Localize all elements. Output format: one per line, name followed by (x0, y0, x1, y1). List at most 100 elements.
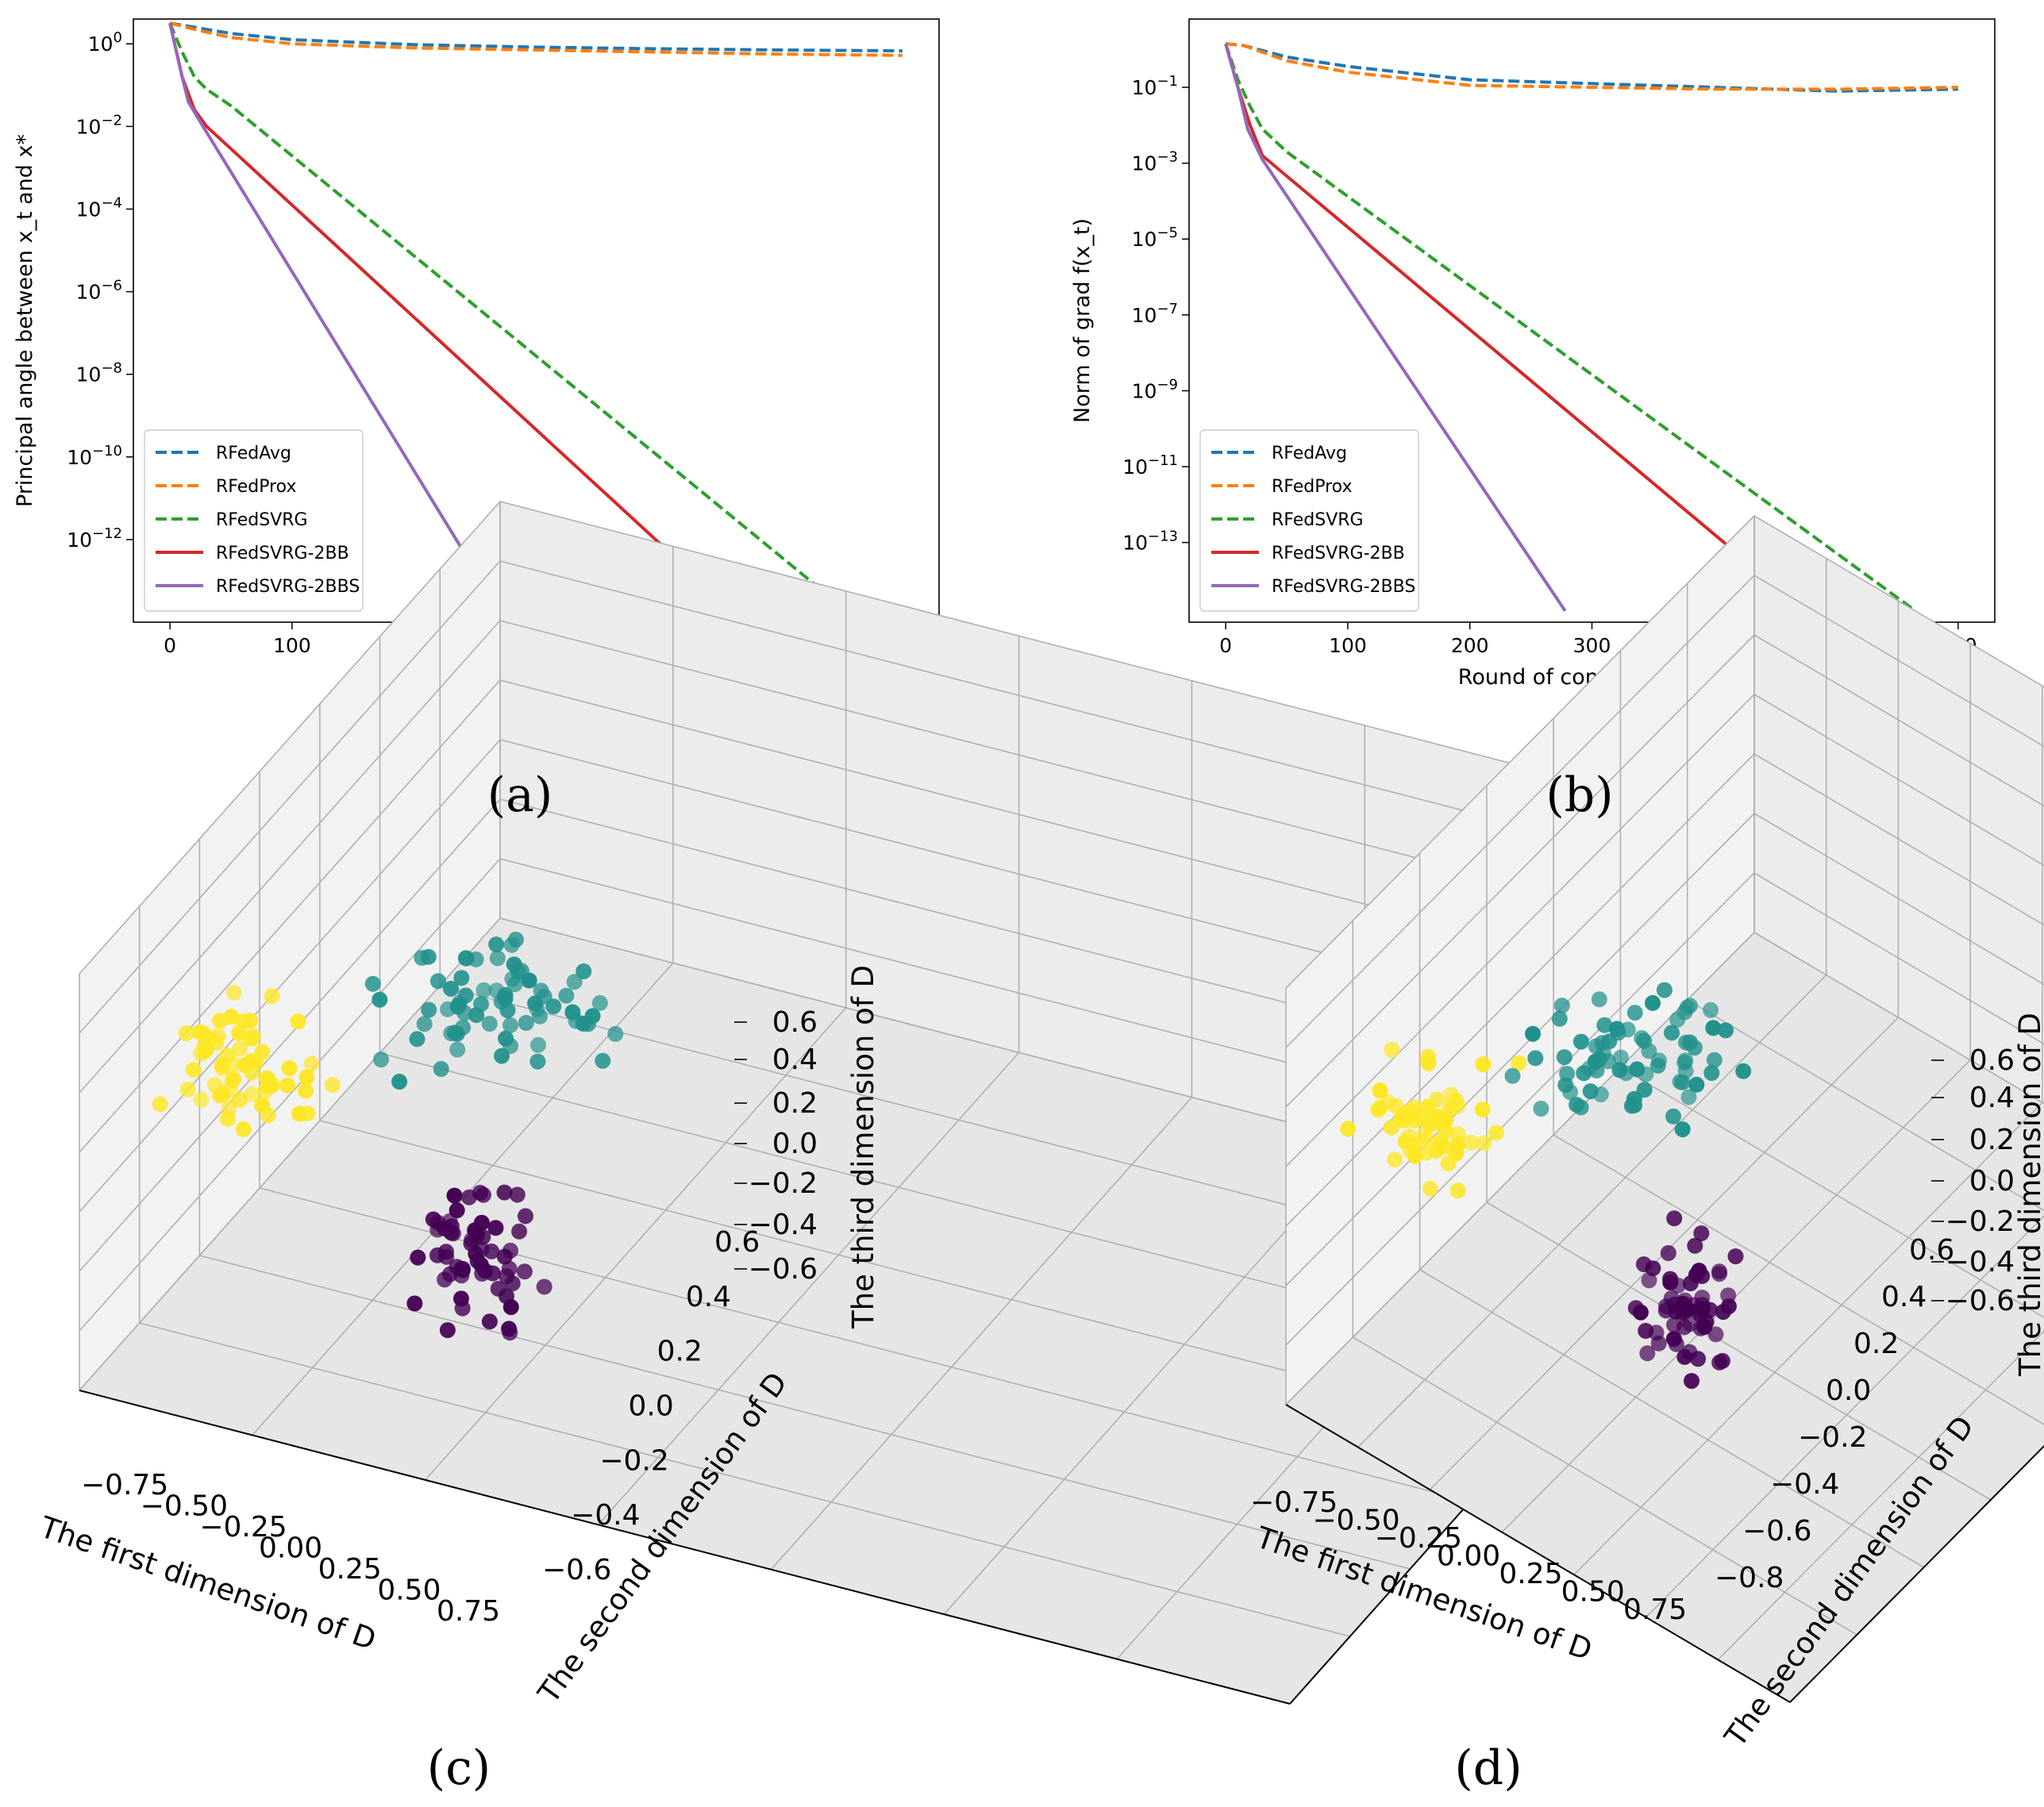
grid-line (79, 501, 1711, 975)
legend-label: RFedSVRG (1272, 510, 1364, 530)
scatter-point-purple (1694, 1290, 1711, 1306)
scatter-point-yellow (1372, 1082, 1388, 1099)
scatter-point-teal (1576, 1065, 1592, 1082)
scatter-point-purple (1714, 1352, 1730, 1369)
scatter-point-yellow (178, 1025, 194, 1042)
y-tick-label: 10−11 (1122, 452, 1178, 479)
x-tick-label: 0.50 (1561, 1576, 1625, 1609)
scatter-point-purple (439, 1322, 456, 1339)
scatter-point-teal (1618, 1065, 1634, 1082)
scatter-point-yellow (290, 1013, 306, 1030)
y-tick-label: 10−7 (1132, 301, 1178, 327)
scatter-point-teal (1525, 1025, 1541, 1042)
z-tick-label: 0.0 (1969, 1165, 2015, 1198)
x-tick-label: 0.50 (377, 1574, 441, 1607)
scatter-point-yellow (1449, 1182, 1466, 1199)
scatter-point-yellow (220, 1110, 236, 1127)
y-tick-label: −0.8 (1715, 1562, 1784, 1594)
scatter-point-yellow (1392, 1110, 1409, 1127)
scatter-point-teal (1669, 1011, 1686, 1028)
series-line-rfedprox (1225, 42, 1958, 91)
y-tick-label: 10−1 (1132, 73, 1178, 99)
scatter-point-yellow (152, 1096, 168, 1113)
scatter-point-teal (481, 1016, 498, 1032)
scatter-point-teal (391, 1074, 408, 1090)
scatter-point-teal (513, 963, 529, 979)
legend-label: RFedAvg (1272, 444, 1347, 463)
scatter-point-teal (449, 1041, 466, 1058)
x-tick-label: 300 (1573, 634, 1611, 657)
scatter-point-purple (511, 1223, 528, 1240)
scatter-point-purple (1638, 1323, 1654, 1339)
scatter-point-purple (475, 1186, 491, 1203)
scatter-point-yellow (1437, 1122, 1453, 1139)
pane-left (79, 502, 500, 1390)
y-axis-label: Norm of grad f(x_t) (1070, 218, 1095, 423)
scatter-point-teal (1677, 1052, 1694, 1069)
scatter-point-teal (1591, 991, 1607, 1008)
grid-line (1753, 516, 2044, 1105)
x-tick-label: 0 (164, 634, 176, 657)
scatter-point-purple (446, 1187, 463, 1204)
scatter-point-purple (406, 1295, 423, 1312)
scatter-point-teal (591, 994, 608, 1011)
scatter-point-purple (1641, 1272, 1657, 1289)
y-tick-label: −0.6 (1742, 1515, 1811, 1547)
scatter-point-teal (529, 1001, 545, 1017)
scatter-point-purple (1696, 1319, 1713, 1336)
legend-box (144, 429, 364, 612)
scatter-point-teal (507, 932, 524, 948)
y-tick-label: 0.2 (1853, 1328, 1899, 1360)
x-tick-label: −0.75 (81, 1469, 168, 1501)
scatter-point-teal (1610, 1025, 1626, 1041)
scatter-point-purple (1727, 1248, 1744, 1265)
scatter-point-purple (1627, 1300, 1644, 1317)
y-axis-line (1789, 1444, 2044, 1703)
x-tick-label: 0.00 (259, 1532, 322, 1565)
scatter-point-teal (566, 974, 583, 990)
scatter-point-yellow (225, 1071, 242, 1087)
scatter-point-yellow (298, 1082, 314, 1099)
scatter-point-teal (607, 1025, 624, 1042)
scatter-point-teal (536, 988, 552, 1005)
scatter-point-teal (414, 950, 430, 966)
scatter-point-teal (545, 998, 562, 1015)
scatter-point-yellow (235, 1121, 252, 1137)
scatter-point-teal (595, 1052, 611, 1069)
scatter-point-teal (1572, 1033, 1589, 1050)
scatter-point-teal (1718, 1022, 1734, 1039)
scatter-point-teal (1688, 1076, 1705, 1093)
y-tick-label: −0.4 (1770, 1468, 1839, 1501)
scatter-point-yellow (212, 1013, 229, 1029)
scatter-point-teal (453, 970, 470, 986)
z-tick-label: 0.6 (772, 1006, 818, 1039)
series-line-rfedsvrg (168, 22, 867, 628)
scatter-point-purple (1682, 1275, 1699, 1292)
scatter-point-yellow (225, 984, 242, 1001)
scatter-point-purple (1660, 1245, 1676, 1261)
scatter-point-yellow (244, 1053, 260, 1069)
x-tick-label: 0.75 (1623, 1594, 1687, 1626)
scatter-point-teal (1703, 1065, 1720, 1081)
scatter-point-teal (371, 991, 388, 1008)
scatter-point-yellow (303, 1055, 320, 1072)
scatter-point-purple (1676, 1319, 1692, 1336)
scatter-point-yellow (1474, 1102, 1491, 1118)
scatter-point-yellow (214, 1060, 230, 1076)
z-tick-label: −0.2 (749, 1167, 818, 1200)
scatter-point-teal (1634, 1030, 1650, 1047)
grid-line (138, 906, 1350, 1637)
x-tick-label: −0.25 (199, 1511, 287, 1544)
z-tick-label: 0.2 (1969, 1124, 2015, 1156)
scatter-point-purple (1715, 1304, 1731, 1321)
y-tick-label: 0.6 (714, 1226, 760, 1259)
scatter-point-yellow (260, 1078, 276, 1094)
scatter-point-purple (429, 1247, 445, 1263)
scatter-point-purple (1663, 1290, 1680, 1306)
scatter-point-yellow (193, 1046, 210, 1062)
z-tick-label: 0.2 (772, 1087, 818, 1120)
scatter-point-teal (1656, 982, 1673, 998)
scatter-point-yellow (264, 988, 280, 1005)
scatter-point-teal (430, 973, 446, 990)
scatter-point-purple (1662, 1271, 1679, 1287)
